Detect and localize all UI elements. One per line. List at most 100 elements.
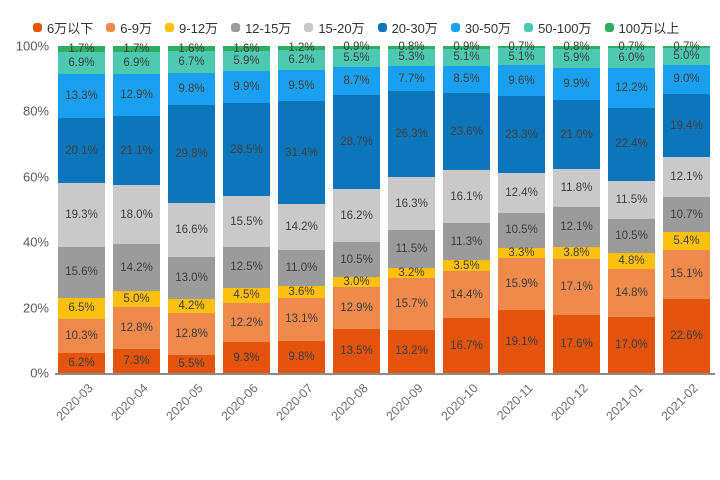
segment-value-label: 12.1% — [670, 171, 703, 184]
bar-2020-08: 0.9% 5.5% 8.7% 28.7% 16.2% 10.5% 3.0% 12.9% 13.5… — [333, 41, 380, 373]
legend-item-50-100万[interactable]: 50-100万 — [524, 18, 592, 37]
segment-6-9万: 15.7% — [388, 278, 435, 330]
segment-value-label: 28.5% — [230, 143, 263, 156]
segment-value-label: 13.0% — [175, 272, 208, 285]
segment-30-50万: 8.5% — [443, 65, 490, 94]
segment-value-label: 15.6% — [65, 266, 98, 279]
legend-label: 9-12万 — [179, 21, 219, 36]
segment-value-label: 12.8% — [120, 322, 153, 335]
segment-15-20万: 15.5% — [223, 196, 270, 247]
legend-item-15-20万[interactable]: 15-20万 — [304, 18, 365, 37]
segment-value-label: 19.4% — [670, 119, 703, 132]
bar-2020-07: 1.2% 6.2% 9.5% 31.4% 14.2% 11.0% 3.6% 13.1% 9.8% — [278, 42, 325, 373]
segment-value-label: 11.5% — [395, 243, 428, 256]
segment-15-20万: 14.2% — [278, 203, 325, 251]
segment-value-label: 16.3% — [395, 197, 428, 210]
x-label-cell: 2020-10 — [439, 379, 490, 435]
legend: 6万以下 6-9万 9-12万 12-15万 15-20万 20-30万 30-50万 50-… — [33, 18, 714, 37]
segment-12-15万: 10.5% — [608, 218, 655, 254]
legend-item-30-50万[interactable]: 30-50万 — [450, 18, 511, 37]
segment-value-label: 5.5% — [343, 51, 370, 64]
legend-marker-icon — [304, 23, 314, 32]
bar-2020-10: 0.9% 5.1% 8.5% 23.6% 16.1% 11.3% 3.5% 14.4% 16.7… — [443, 41, 490, 373]
segment-30-50万: 9.9% — [553, 67, 600, 101]
segment-50-100万: 6.0% — [608, 48, 655, 68]
segment-value-label: 6.2% — [288, 54, 315, 67]
legend-label: 6万以下 — [47, 21, 94, 36]
legend-item-100万以上[interactable]: 100万以上 — [604, 18, 679, 37]
segment-value-label: 0.9% — [343, 41, 370, 54]
segment-12-15万: 10.7% — [663, 197, 710, 233]
segment-15-20万: 16.6% — [168, 202, 215, 257]
legend-label: 15-20万 — [318, 21, 365, 36]
segment-100万以上: 0.8% — [388, 41, 435, 53]
legend-item-12-15万[interactable]: 12-15万 — [231, 18, 291, 37]
legend-item-20-30万[interactable]: 20-30万 — [377, 18, 438, 37]
segment-50-100万: 5.5% — [333, 48, 380, 67]
segment-value-label: 6.9% — [68, 56, 95, 69]
segment-100万以上: 1.2% — [278, 42, 325, 54]
segment-20-30万: 23.3% — [498, 96, 545, 173]
segment-value-label: 0.8% — [398, 41, 425, 54]
segment-value-label: 17.6% — [560, 338, 593, 351]
segment-50-100万: 5.1% — [443, 48, 490, 66]
segment-value-label: 9.0% — [673, 73, 700, 86]
segment-9-12万: 3.2% — [388, 267, 435, 279]
x-tick-label: 2020-04 — [108, 381, 152, 424]
segment-100万以上: 0.8% — [553, 41, 600, 53]
segment-15-20万: 16.1% — [443, 170, 490, 224]
x-label-cell: 2021-01 — [604, 379, 655, 435]
segment-value-label: 20.1% — [65, 144, 98, 157]
segment-value-label: 10.5% — [615, 229, 648, 242]
legend-item-9-12万[interactable]: 9-12万 — [165, 18, 218, 37]
segment-value-label: 5.3% — [398, 51, 425, 64]
segment-12-15万: 14.2% — [113, 244, 160, 291]
segment-6-9万: 13.1% — [278, 298, 325, 341]
segment-value-label: 5.9% — [233, 54, 260, 67]
segment-value-label: 3.3% — [508, 247, 535, 259]
segment-12-15万: 11.3% — [443, 223, 490, 260]
legend-marker-icon — [33, 23, 42, 32]
segment-50-100万: 5.0% — [663, 48, 710, 65]
segment-9-12万: 4.2% — [168, 299, 215, 314]
legend-item-6万以下[interactable]: 6万以下 — [33, 18, 93, 37]
segment-value-label: 3.0% — [343, 275, 370, 288]
segment-value-label: 7.7% — [398, 72, 425, 85]
segment-value-label: 4.2% — [178, 300, 205, 313]
segment-6万以下: 22.6% — [663, 299, 710, 373]
segment-20-30万: 28.5% — [223, 102, 270, 197]
segment-9-12万: 5.4% — [663, 232, 710, 250]
segment-6-9万: 10.3% — [58, 318, 105, 353]
legend-item-6-9万[interactable]: 6-9万 — [106, 18, 152, 37]
segment-value-label: 12.2% — [615, 81, 648, 94]
segment-value-label: 16.7% — [450, 339, 483, 352]
x-label-cell: 2020-04 — [109, 379, 160, 435]
segment-value-label: 11.0% — [285, 262, 318, 275]
segment-6万以下: 9.3% — [223, 342, 270, 373]
segment-30-50万: 12.2% — [608, 67, 655, 108]
legend-marker-icon — [604, 23, 614, 32]
segment-6-9万: 12.9% — [333, 286, 380, 329]
segment-50-100万: 6.7% — [168, 51, 215, 74]
segment-value-label: 10.5% — [340, 253, 373, 266]
segment-value-label: 23.6% — [450, 125, 483, 138]
segment-value-label: 12.9% — [120, 89, 153, 102]
segment-30-50万: 9.8% — [168, 73, 215, 106]
segment-value-label: 0.9% — [453, 41, 480, 54]
segment-12-15万: 10.5% — [333, 242, 380, 277]
x-label-cell: 2020-09 — [384, 379, 435, 435]
segment-50-100万: 5.3% — [388, 48, 435, 66]
segment-value-label: 16.6% — [175, 223, 208, 236]
segment-50-100万: 6.9% — [58, 51, 105, 75]
segment-value-label: 6.5% — [68, 302, 95, 315]
segment-15-20万: 12.1% — [663, 157, 710, 198]
segment-value-label: 8.5% — [453, 73, 480, 86]
segment-value-label: 1.6% — [233, 42, 260, 55]
x-label-cell: 2020-08 — [329, 379, 380, 435]
x-tick-label: 2020-06 — [218, 381, 262, 424]
segment-value-label: 5.5% — [178, 357, 205, 370]
segment-100万以上: 0.9% — [333, 41, 380, 53]
segment-value-label: 12.1% — [560, 221, 593, 234]
segment-30-50万: 12.9% — [113, 74, 160, 117]
segment-value-label: 11.3% — [450, 235, 483, 248]
